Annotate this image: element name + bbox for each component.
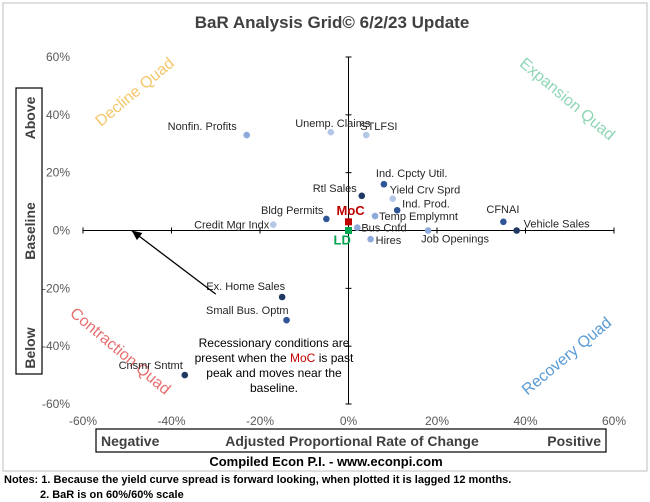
- data-point: [389, 195, 397, 202]
- data-point-label: Rtl Sales: [313, 183, 358, 195]
- data-point-label: Small Bus. Optm: [206, 305, 289, 317]
- y-tick-label: 0%: [53, 224, 71, 238]
- data-point: [181, 371, 189, 379]
- data-point: [354, 224, 361, 231]
- y-tick-label: -60%: [42, 397, 70, 411]
- y-axis-label-box: [15, 87, 43, 375]
- data-point-label: Job Openings: [421, 234, 489, 246]
- data-point-label: Ex. Home Sales: [206, 281, 285, 293]
- data-point: [371, 212, 379, 220]
- y-tick-label: -20%: [42, 281, 70, 295]
- y-tick-label: -40%: [42, 339, 70, 353]
- data-point-label: Nonfin. Profits: [168, 121, 238, 133]
- data-point-label: Vehicle Sales: [524, 219, 591, 231]
- annotation-highlight: MoC: [290, 351, 316, 365]
- marker-square: [345, 227, 352, 234]
- x-tick-label: 0%: [340, 414, 358, 428]
- data-point: [327, 128, 335, 136]
- x-axis-label-negative: Negative: [101, 433, 160, 449]
- marker-label: LD: [334, 233, 351, 248]
- annotation-line: peak and moves near the: [206, 366, 342, 380]
- y-tick-label: 20%: [46, 166, 70, 180]
- data-point-label: STLFSI: [360, 121, 397, 133]
- data-point-label: Bldg Permits: [261, 205, 324, 217]
- annotation-text: is past: [315, 351, 354, 365]
- data-point: [269, 221, 277, 229]
- data-point-label: Yield Crv Sprd: [390, 185, 461, 197]
- note-2: 2. BaR is on 60%/60% scale: [40, 489, 184, 501]
- data-point: [500, 218, 507, 226]
- annotation-arrow-head: [131, 230, 143, 241]
- chart-title: BaR Analysis Grid© 6/2/23 Update: [195, 13, 470, 32]
- x-axis-label-center: Adjusted Proportional Rate of Change: [225, 433, 479, 449]
- annotation-arrow-line: [131, 229, 217, 295]
- y-axis-label-above: Above: [22, 96, 38, 139]
- x-tick-label: 60%: [602, 414, 626, 428]
- x-tick-label: -20%: [246, 414, 274, 428]
- y-tick-label: 60%: [46, 50, 70, 64]
- y-axis-label-below: Below: [22, 327, 38, 368]
- y-tick-label: 40%: [46, 108, 70, 122]
- marker-label: MoC: [337, 203, 366, 218]
- data-point: [424, 227, 432, 234]
- data-point: [367, 235, 374, 243]
- x-axis-label-box: [95, 428, 607, 453]
- data-point-label: Unemp. Claims: [295, 118, 371, 130]
- special-markers: MoC LD: [334, 203, 366, 248]
- data-point: [278, 293, 286, 301]
- data-point: [362, 131, 370, 139]
- data-point: [358, 192, 366, 200]
- data-point: [283, 316, 290, 324]
- data-point: [243, 131, 251, 139]
- annotation-line: present when the MoC is past: [195, 351, 354, 365]
- data-point-label: Bus Cnfd: [361, 223, 406, 235]
- annotation-line: Recessionary conditions are: [199, 336, 350, 350]
- data-point-label: Cnsmr Sntmt: [119, 360, 183, 372]
- y-axis-label-baseline: Baseline: [22, 202, 38, 260]
- x-tick-label: -40%: [157, 414, 185, 428]
- annotation-text: present when the: [195, 351, 290, 365]
- x-tick-label: 40%: [513, 414, 537, 428]
- data-point-label: Hires: [376, 235, 402, 247]
- note-1: Notes: 1. Because the yield curve spread…: [4, 474, 511, 486]
- data-point-label: Credit Mgr Indx: [194, 220, 270, 232]
- data-point: [380, 180, 388, 188]
- x-tick-label: 20%: [425, 414, 449, 428]
- data-point: [393, 206, 401, 214]
- marker-square: [345, 218, 352, 226]
- data-point-label: Ind. Cpcty Util.: [376, 168, 448, 180]
- data-point-label: Ind. Prod.: [402, 198, 450, 210]
- annotation-line: baseline.: [250, 381, 298, 395]
- credit-text: Compiled Econ P.I. - www.econpi.com: [209, 454, 442, 469]
- data-point: [323, 215, 330, 223]
- x-axis-label-positive: Positive: [547, 433, 601, 449]
- data-point-label: CFNAI: [486, 204, 519, 216]
- chart-frame: [2, 2, 648, 472]
- tick-labels: -60% -40% -20% 0% 20% 40% 60% -60% -40% -20% 0% 20%…: [42, 50, 626, 428]
- x-tick-label: -60%: [69, 414, 97, 428]
- data-point-label: Temp Emplymnt: [379, 211, 458, 223]
- data-point: [513, 227, 520, 234]
